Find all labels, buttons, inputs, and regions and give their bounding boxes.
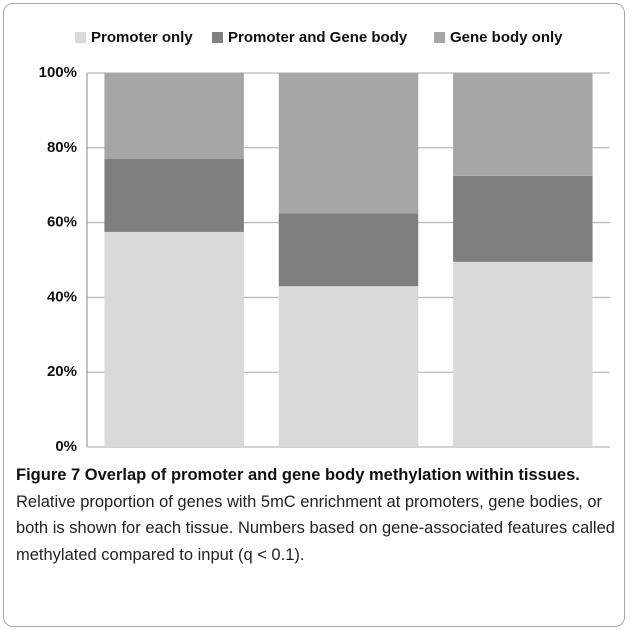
caption: Figure 7 Overlap of promoter and gene bo… xyxy=(16,462,616,568)
bar-segment xyxy=(453,261,593,447)
legend-label: Gene body only xyxy=(450,29,563,46)
legend-label: Promoter and Gene body xyxy=(228,29,408,46)
x-tick-label: Callus xyxy=(326,460,371,462)
y-tick-label: 20% xyxy=(47,363,77,380)
legend-swatch xyxy=(434,32,445,43)
y-tick-label: 80% xyxy=(47,139,77,156)
caption-title: Figure 7 Overlap of promoter and gene bo… xyxy=(16,466,580,484)
bar-segment xyxy=(453,73,593,176)
y-tick-label: 0% xyxy=(55,438,77,455)
bar-segment xyxy=(104,73,244,160)
bar-segment xyxy=(278,73,419,214)
caption-text: Relative proportion of genes with 5mC en… xyxy=(16,492,615,564)
x-tick-label: Internode Explant xyxy=(111,460,238,462)
bar-segment xyxy=(104,231,244,447)
legend-label: Promoter only xyxy=(91,29,193,46)
y-tick-label: 100% xyxy=(39,64,77,81)
y-tick-label: 40% xyxy=(47,288,77,305)
legend-swatch xyxy=(75,32,86,43)
bar-segment xyxy=(453,175,593,262)
frame xyxy=(3,3,625,627)
bar-segment xyxy=(104,159,244,232)
chart: 0% 20% 40% 60% 80% 100% Promoter only Promoter … xyxy=(39,29,610,462)
legend-swatch xyxy=(212,32,223,43)
x-tick-label: Regen Internode xyxy=(464,460,582,462)
y-tick-label: 60% xyxy=(47,214,77,231)
bar-segment xyxy=(278,286,419,447)
bar-segment xyxy=(278,213,419,287)
